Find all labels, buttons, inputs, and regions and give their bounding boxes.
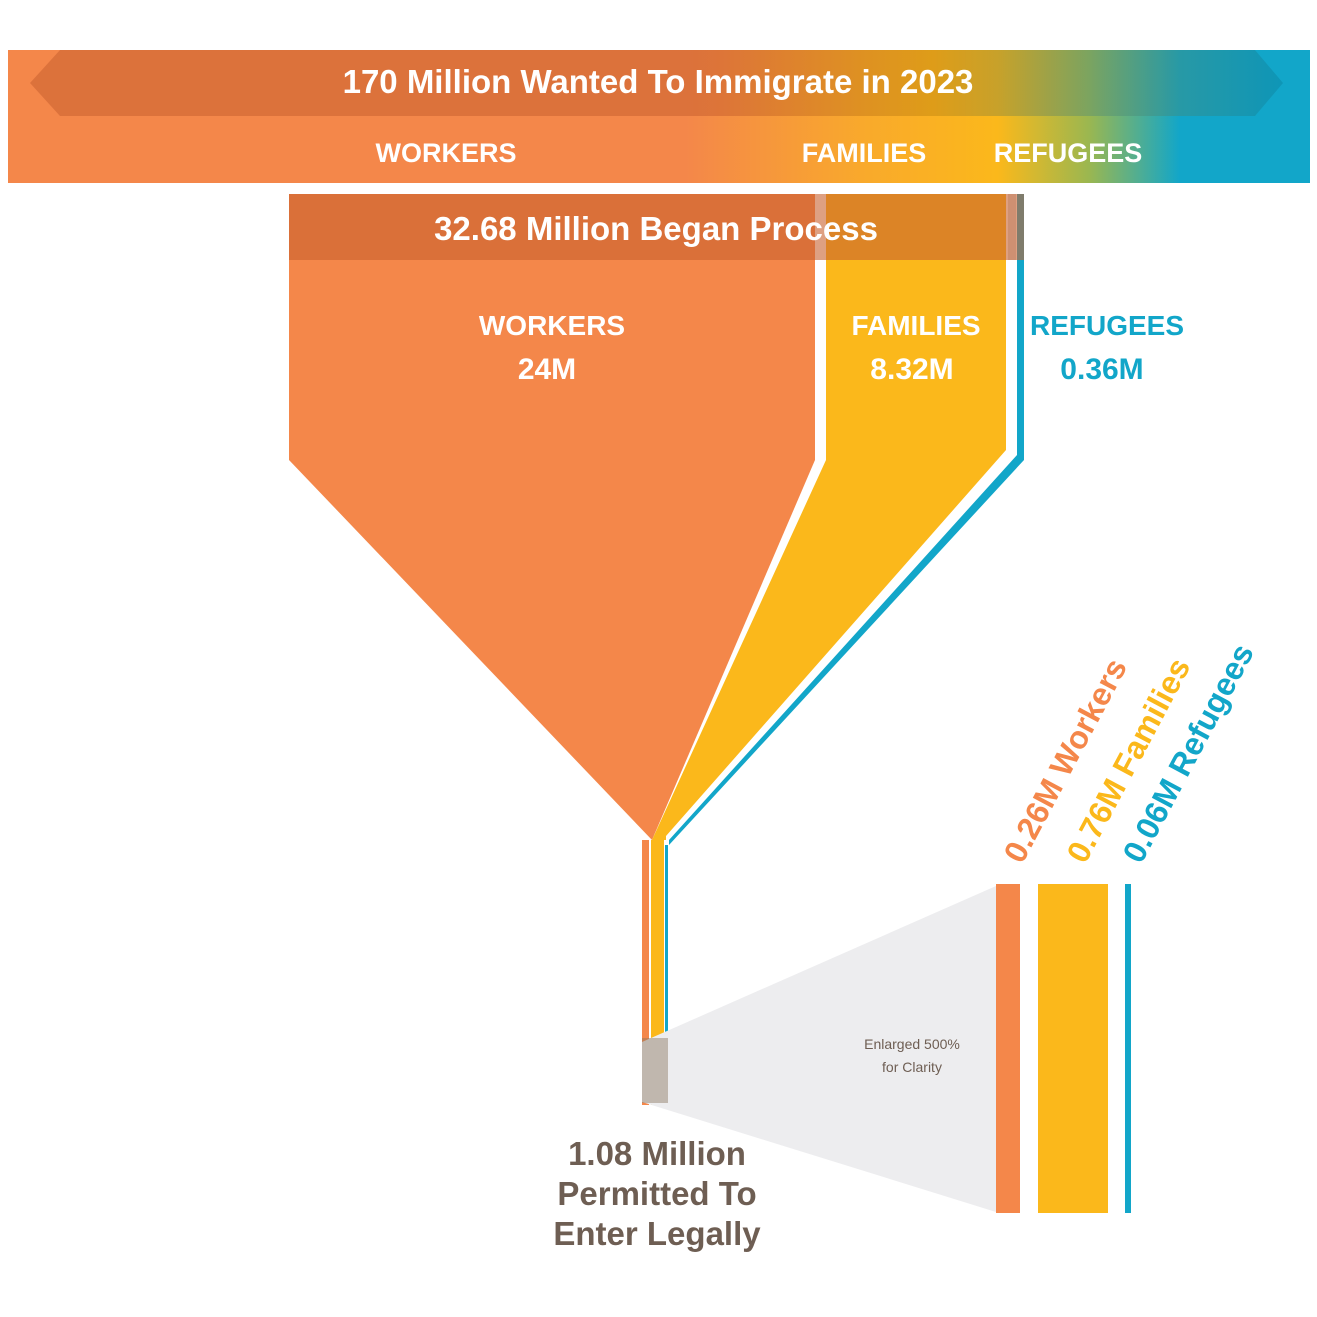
workers-value: 24M xyxy=(518,353,576,386)
zoom-callout: Enlarged 500% for Clarity xyxy=(642,884,1131,1213)
families-value: 8.32M xyxy=(870,353,953,386)
banner-arrow xyxy=(30,50,1283,116)
funnel-families-section xyxy=(652,194,1006,840)
result-label: 1.08 Million Permitted To Enter Legally xyxy=(553,1135,761,1252)
result-line2: Permitted To xyxy=(557,1175,756,1212)
zoom-note-line2: for Clarity xyxy=(882,1059,942,1075)
funnel-workers-section xyxy=(289,194,815,840)
banner-label-refugees: REFUGEES xyxy=(994,138,1143,168)
enlarged-workers-bar xyxy=(996,884,1020,1213)
result-line1: 1.08 Million xyxy=(568,1135,746,1172)
process-band xyxy=(289,194,1024,260)
families-label: FAMILIES xyxy=(851,310,980,341)
process-title: 32.68 Million Began Process xyxy=(434,210,878,247)
banner-label-workers: WORKERS xyxy=(376,138,517,168)
final-counts: 0.26M Workers 0.76M Families 0.06M Refug… xyxy=(996,638,1260,868)
workers-label: WORKERS xyxy=(479,310,625,341)
enlarged-refugees-bar xyxy=(1125,884,1131,1213)
result-line3: Enter Legally xyxy=(553,1215,761,1252)
funnel-refugees-stem xyxy=(665,845,668,1105)
refugees-value: 0.36M xyxy=(1060,353,1143,386)
zoom-cone xyxy=(642,886,996,1212)
banner-title: 170 Million Wanted To Immigrate in 2023 xyxy=(343,63,974,100)
banner-label-families: FAMILIES xyxy=(802,138,927,168)
enlarged-families-bar xyxy=(1038,884,1108,1213)
funnel-workers-stem xyxy=(642,840,649,1105)
funnel: 32.68 Million Began Process WORKERS 24M … xyxy=(289,194,1184,1105)
refugees-label: REFUGEES xyxy=(1030,310,1184,341)
zoom-note-line1: Enlarged 500% xyxy=(864,1036,960,1052)
zoom-source-box xyxy=(642,1038,668,1103)
top-banner: 170 Million Wanted To Immigrate in 2023 … xyxy=(8,50,1310,183)
